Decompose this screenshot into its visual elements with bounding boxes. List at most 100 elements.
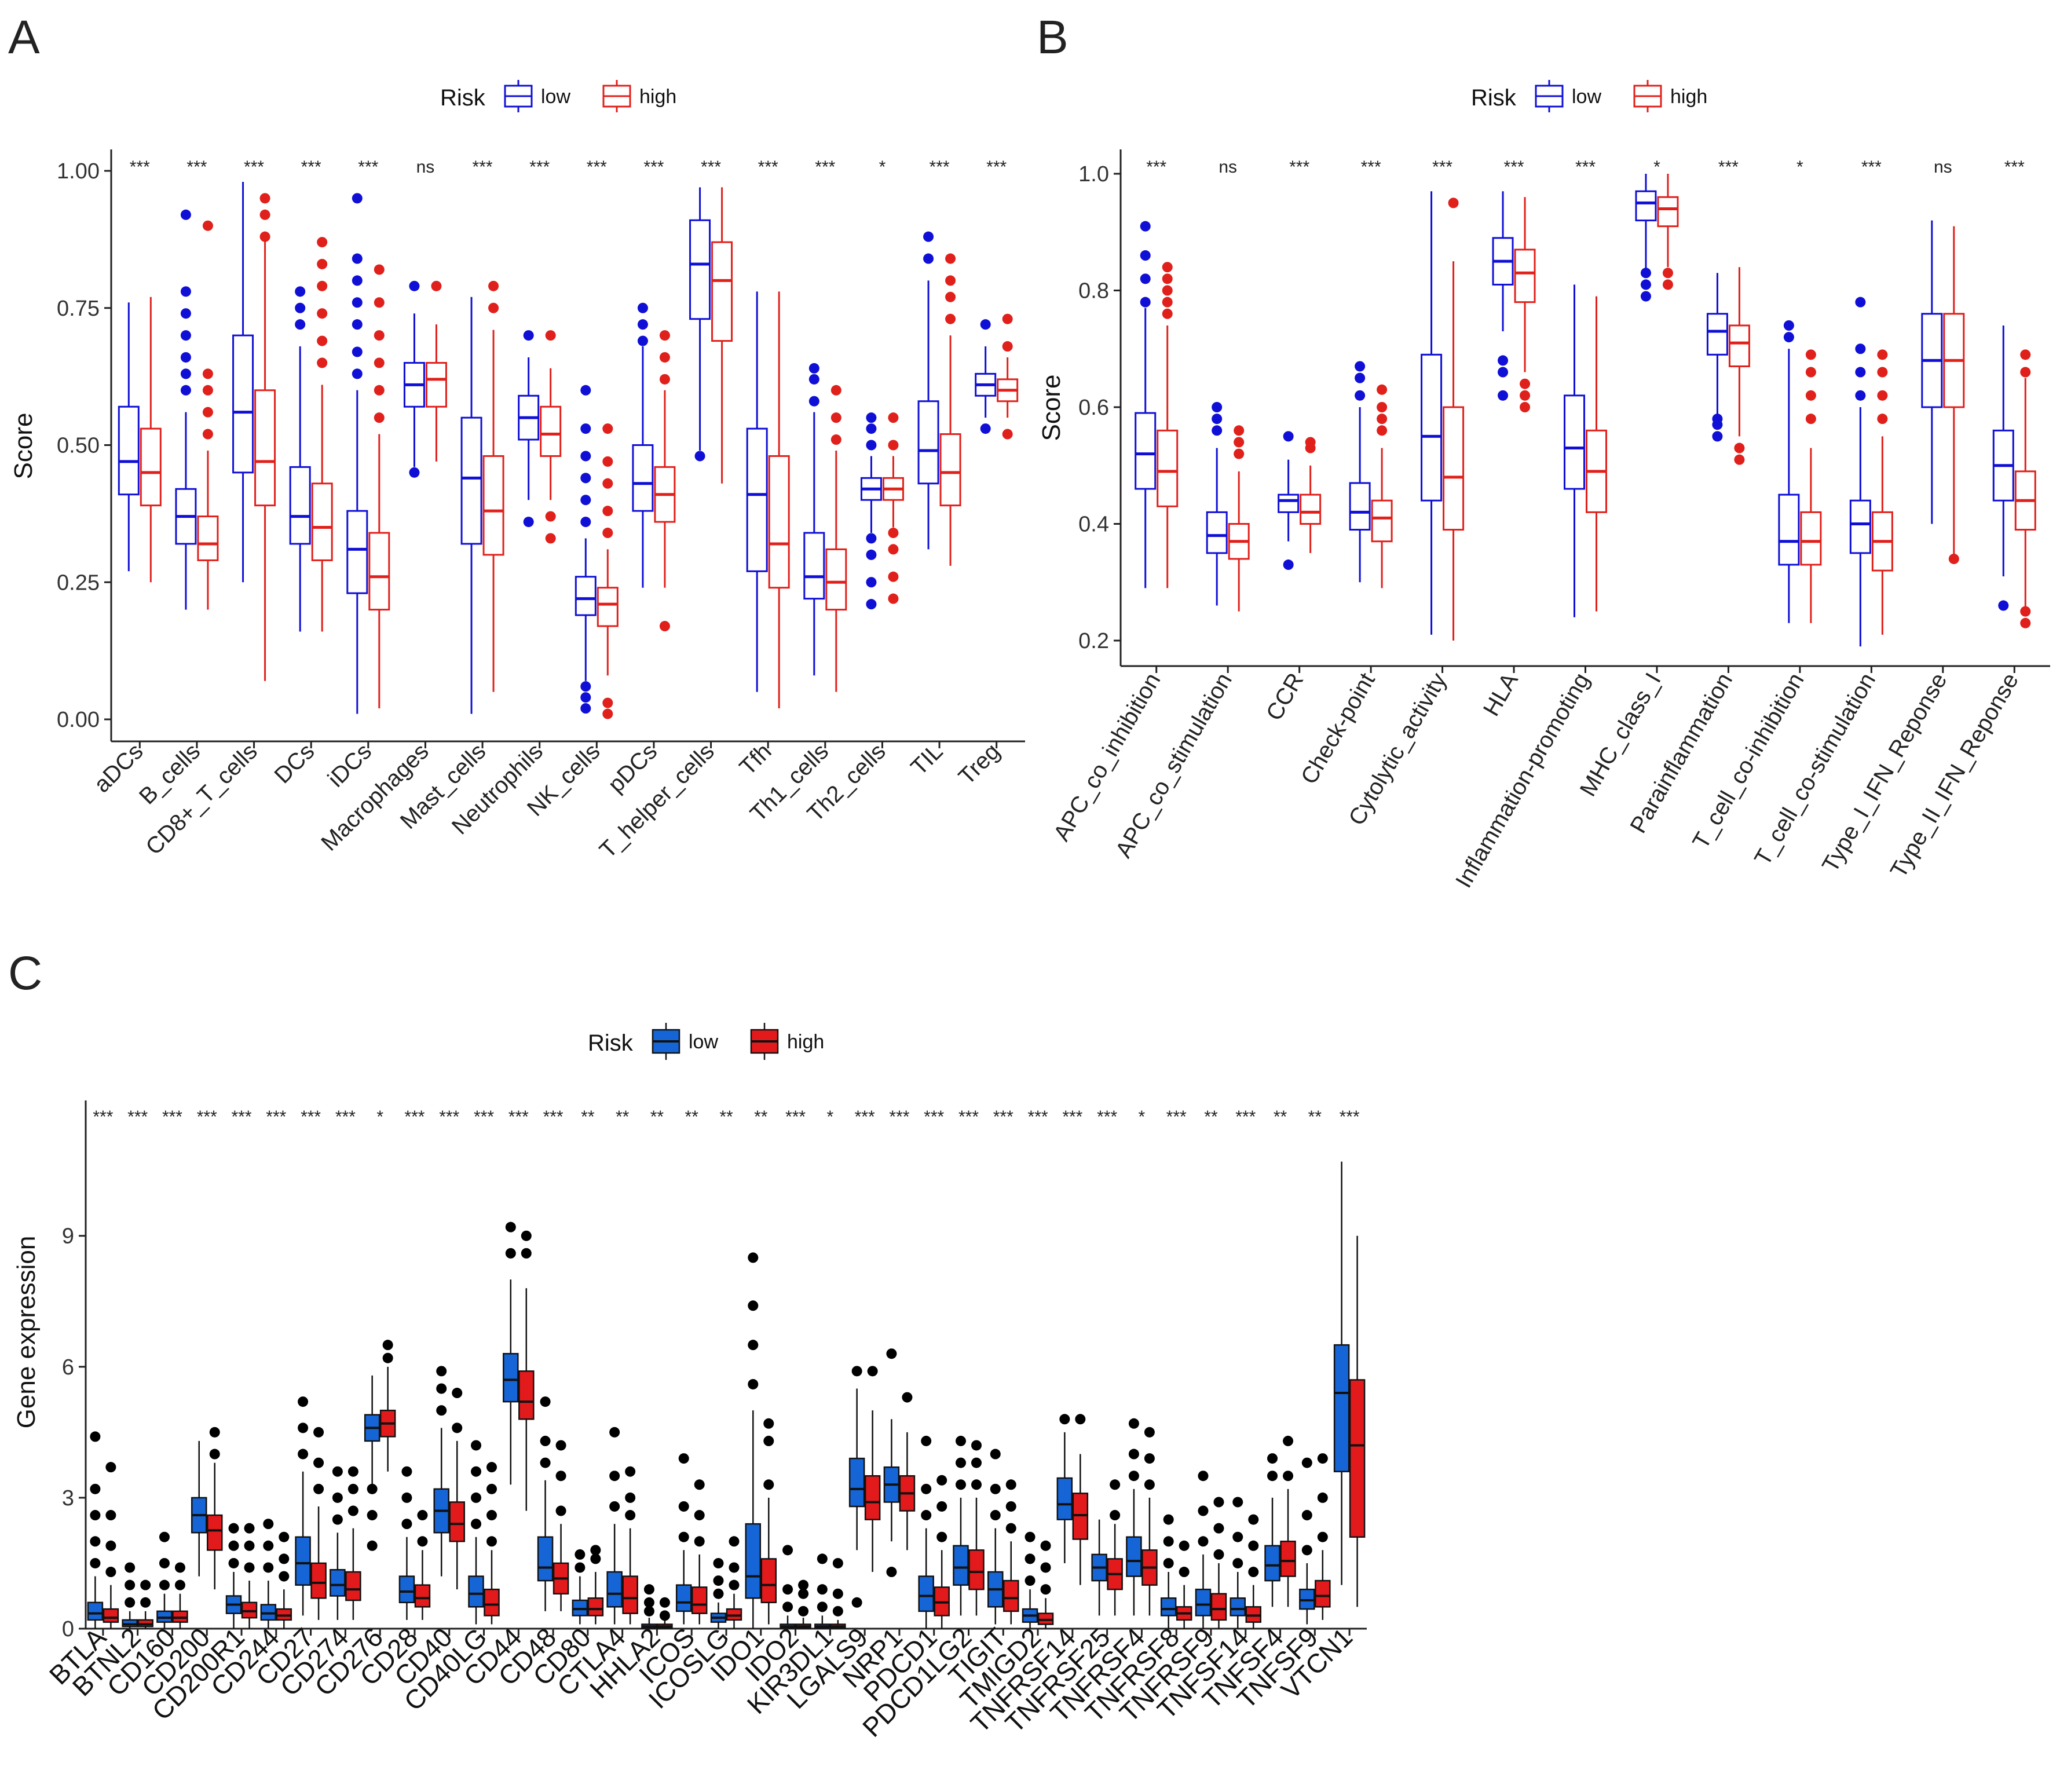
y-tick-label: 1.0 (1078, 162, 1109, 186)
x-tick-label: CCR (1261, 669, 1308, 725)
high-box (1728, 324, 1750, 367)
low-outlier (409, 467, 420, 478)
low-outlier (1163, 1514, 1174, 1525)
high-outlier (1377, 425, 1388, 436)
low-outlier (609, 1427, 620, 1438)
low-outlier (401, 1492, 412, 1503)
significance-label: *** (335, 1107, 356, 1127)
high-box (311, 482, 333, 561)
high-outlier (763, 1435, 774, 1446)
significance-label: *** (1062, 1107, 1082, 1127)
low-box (606, 1571, 623, 1608)
low-outlier (90, 1510, 101, 1521)
high-outlier (830, 434, 841, 445)
low-outlier (1232, 1557, 1243, 1568)
low-outlier (1640, 291, 1651, 302)
significance-label: *** (643, 158, 664, 177)
high-outlier (1005, 1501, 1016, 1512)
high-outlier (244, 1540, 255, 1551)
high-outlier (1144, 1427, 1155, 1438)
low-outlier (866, 440, 877, 451)
low-outlier (332, 1492, 343, 1503)
low-outlier (352, 253, 363, 264)
low-outlier (637, 319, 648, 330)
low-outlier (866, 412, 877, 423)
low-outlier (980, 319, 991, 330)
legend-low-label: low (689, 1031, 718, 1053)
high-outlier (729, 1536, 740, 1547)
low-outlier (637, 335, 648, 346)
low-outlier (1855, 367, 1866, 378)
low-outlier (1301, 1545, 1312, 1556)
low-outlier (609, 1501, 620, 1512)
high-outlier (452, 1422, 463, 1433)
significance-label: *** (1146, 158, 1166, 177)
low-outlier (1267, 1453, 1278, 1464)
low-outlier (1163, 1536, 1174, 1547)
high-outlier (1005, 1523, 1016, 1534)
low-outlier (409, 280, 420, 291)
significance-label: *** (93, 1107, 113, 1127)
legend-title: Risk (440, 85, 486, 111)
high-outlier (374, 330, 385, 341)
high-outlier (374, 412, 385, 423)
high-outlier (209, 1449, 220, 1460)
high-outlier (888, 528, 899, 539)
low-outlier (580, 703, 591, 714)
high-outlier (1162, 308, 1173, 319)
significance-label: *** (244, 158, 264, 177)
low-outlier (1712, 414, 1723, 425)
low-outlier (580, 423, 591, 434)
low-outlier (1128, 1418, 1139, 1429)
high-outlier (602, 478, 613, 489)
low-outlier (263, 1519, 274, 1530)
low-outlier (1024, 1575, 1036, 1586)
low-outlier (748, 1340, 759, 1351)
low-outlier (523, 330, 534, 341)
high-outlier (1040, 1562, 1051, 1573)
significance-label: ** (616, 1107, 630, 1127)
low-outlier (352, 297, 363, 308)
low-box (675, 1584, 692, 1612)
high-outlier (625, 1510, 636, 1521)
y-tick-label: 0.00 (57, 708, 100, 732)
low-outlier (523, 517, 534, 528)
high-outlier (313, 1457, 324, 1468)
y-tick-label: 3 (62, 1486, 74, 1511)
low-outlier (90, 1483, 101, 1494)
high-outlier (279, 1571, 290, 1582)
low-outlier (866, 599, 877, 610)
high-outlier (1248, 1540, 1259, 1551)
low-outlier (1855, 297, 1866, 308)
low-outlier (1640, 279, 1651, 290)
low-outlier (955, 1435, 966, 1446)
low-outlier (298, 1422, 309, 1433)
low-outlier (1024, 1531, 1036, 1542)
high-outlier (1234, 448, 1245, 459)
significance-label: *** (924, 1107, 944, 1127)
high-outlier (317, 357, 328, 368)
x-tick-label: TIL (906, 738, 947, 780)
high-outlier (202, 368, 213, 379)
low-box (1564, 394, 1585, 490)
significance-label: *** (889, 1107, 909, 1127)
low-outlier (580, 385, 591, 396)
high-outlier (1213, 1523, 1224, 1534)
high-outlier (417, 1536, 428, 1547)
high-outlier (1283, 1435, 1294, 1446)
low-outlier (923, 231, 934, 242)
low-outlier (1498, 355, 1509, 366)
low-outlier (866, 533, 877, 544)
low-outlier (921, 1510, 932, 1521)
high-outlier (1377, 414, 1388, 425)
high-outlier (945, 275, 956, 286)
low-outlier (921, 1435, 932, 1446)
high-outlier (105, 1540, 116, 1551)
low-outlier (540, 1457, 551, 1468)
high-box (425, 361, 447, 408)
low-outlier (1712, 431, 1723, 442)
low-outlier (295, 302, 306, 313)
high-outlier (971, 1479, 982, 1490)
high-outlier (1805, 367, 1816, 378)
high-outlier (317, 258, 328, 269)
